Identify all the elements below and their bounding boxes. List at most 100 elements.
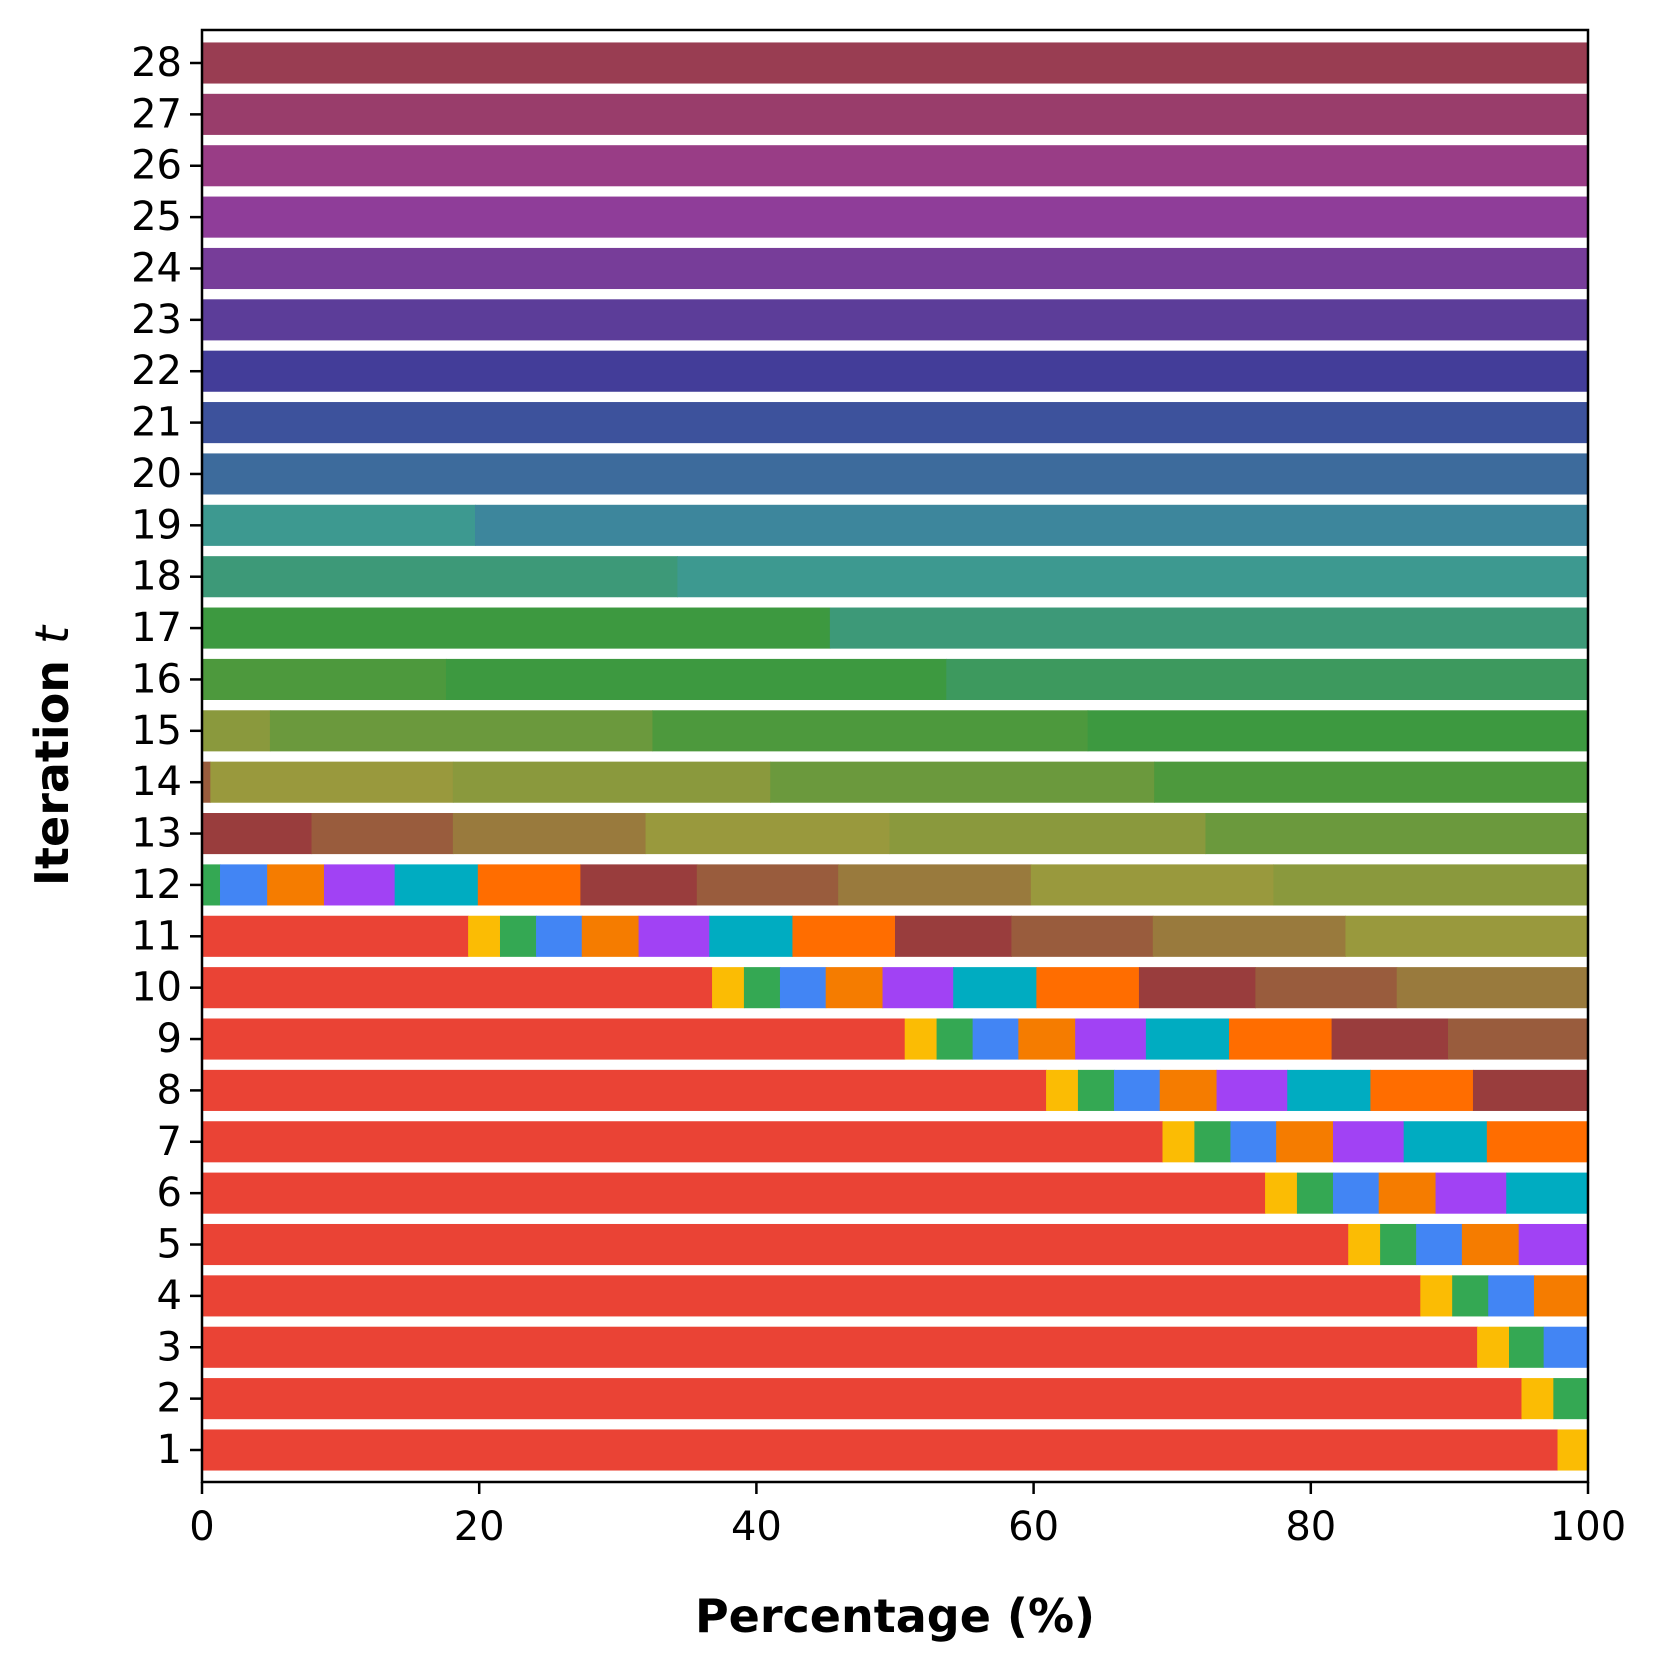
bar-segment-4-4	[1488, 1275, 1535, 1317]
bar-segment-12-4	[323, 864, 396, 906]
bar-segment-13-4	[645, 813, 891, 855]
bar-segment-11-3	[499, 915, 537, 957]
y-axis-title: Iteration t	[25, 624, 79, 886]
bar-segment-4-3	[1452, 1275, 1489, 1317]
bars-group	[202, 42, 1589, 1471]
x-axis: 0 20 40 60 80 100	[189, 1482, 1626, 1550]
y-tick-label-13: 13	[131, 811, 182, 857]
y-tick-label-1: 1	[157, 1427, 182, 1473]
x-tick-label-100: 100	[1550, 1504, 1626, 1550]
bar-segment-20-1	[202, 453, 1589, 495]
bar-segment-9-6	[1075, 1018, 1147, 1060]
y-tick-label-5: 5	[157, 1222, 182, 1268]
bar-segment-10-1	[202, 967, 713, 1009]
bar-segment-12-7	[580, 864, 698, 906]
bar-segment-7-8	[1486, 1121, 1589, 1163]
bar-segment-11-5	[581, 915, 640, 957]
y-tick-label-23: 23	[131, 297, 182, 343]
x-tick-label-0: 0	[189, 1504, 214, 1550]
bar-segment-21-1	[202, 402, 1589, 444]
bar-segment-12-10	[1030, 864, 1274, 906]
bar-segment-5-2	[1348, 1223, 1381, 1266]
bar-segment-16-3	[946, 658, 1589, 700]
bar-segment-11-12	[1345, 915, 1589, 957]
bar-segment-11-11	[1152, 915, 1347, 957]
y-tick-label-2: 2	[157, 1376, 182, 1422]
y-tick-label-7: 7	[157, 1119, 182, 1165]
bar-segment-12-8	[696, 864, 839, 906]
bar-segment-26-1	[202, 145, 1589, 187]
y-tick-label-27: 27	[131, 91, 182, 137]
y-axis-title-text: Iteration	[25, 660, 79, 886]
bar-segment-10-6	[882, 967, 954, 1009]
bar-segment-25-1	[202, 196, 1589, 238]
bar-segment-9-9	[1331, 1018, 1449, 1060]
bar-segment-17-2	[829, 607, 1589, 649]
bar-segment-18-1	[202, 556, 678, 598]
bar-segment-8-1	[202, 1069, 1047, 1111]
bar-segment-5-4	[1416, 1223, 1463, 1266]
plot-frame	[200, 28, 1590, 1484]
bar-segment-9-2	[904, 1018, 938, 1060]
bar-segment-14-3	[452, 761, 771, 803]
bar-segment-6-4	[1332, 1172, 1380, 1214]
bar-segment-24-1	[202, 247, 1589, 290]
bar-segment-13-2	[311, 813, 454, 855]
y-tick-label-19: 19	[131, 502, 182, 548]
bar-segment-11-1	[202, 915, 469, 957]
bar-segment-12-5	[394, 864, 479, 906]
bar-segment-8-6	[1216, 1069, 1288, 1111]
bar-segment-15-2	[269, 710, 654, 752]
bar-segment-5-6	[1518, 1223, 1589, 1266]
y-tick-label-20: 20	[131, 451, 182, 497]
y-tick-label-3: 3	[157, 1324, 182, 1370]
bar-segment-10-8	[1036, 967, 1140, 1009]
bar-segment-10-5	[825, 967, 884, 1009]
y-tick-label-17: 17	[131, 605, 182, 651]
bar-segment-27-1	[202, 93, 1589, 135]
bar-segment-7-6	[1332, 1121, 1405, 1163]
bar-segment-6-3	[1296, 1172, 1334, 1214]
bar-segment-8-5	[1159, 1069, 1218, 1111]
bar-segment-10-3	[743, 967, 781, 1009]
bar-segment-13-1	[202, 813, 313, 855]
bar-segment-3-2	[1477, 1326, 1510, 1368]
bar-segment-11-4	[536, 915, 583, 957]
bar-segment-10-7	[953, 967, 1037, 1009]
bar-segment-8-8	[1370, 1069, 1474, 1111]
bar-segment-4-1	[202, 1275, 1421, 1317]
bar-segment-12-2	[220, 864, 268, 906]
y-tick-label-28: 28	[131, 40, 182, 86]
bar-segment-6-7	[1506, 1172, 1589, 1214]
bar-segment-12-1	[202, 864, 221, 906]
x-tick-label-80: 80	[1285, 1504, 1336, 1550]
y-axis-title-variable: t	[25, 624, 79, 644]
bar-segment-9-1	[202, 1018, 906, 1060]
bar-segment-17-1	[202, 607, 831, 649]
bar-segment-6-2	[1265, 1172, 1298, 1214]
y-tick-label-22: 22	[131, 348, 182, 394]
bar-segment-3-3	[1509, 1326, 1545, 1368]
bar-segment-13-5	[889, 813, 1207, 855]
bar-segment-23-1	[202, 299, 1589, 341]
bar-segment-15-4	[1087, 710, 1589, 752]
bar-segment-7-3	[1194, 1121, 1232, 1163]
bar-segment-9-3	[936, 1018, 974, 1060]
y-tick-label-4: 4	[157, 1273, 182, 1319]
bar-segment-9-10	[1448, 1018, 1589, 1060]
bar-segment-10-4	[779, 967, 827, 1009]
bar-segment-7-2	[1162, 1121, 1195, 1163]
bar-segment-15-1	[202, 710, 271, 752]
bar-segment-8-2	[1046, 1069, 1079, 1111]
bar-segment-14-1	[202, 761, 211, 803]
y-tick-label-11: 11	[131, 913, 182, 959]
bar-segment-5-5	[1461, 1223, 1520, 1266]
bar-segment-12-11	[1273, 864, 1589, 906]
bar-segment-14-4	[770, 761, 1155, 803]
bar-segment-12-9	[838, 864, 1032, 906]
bar-segment-8-4	[1113, 1069, 1161, 1111]
y-tick-label-24: 24	[131, 245, 182, 291]
bar-segment-5-3	[1380, 1223, 1417, 1266]
bar-segment-2-1	[202, 1378, 1523, 1420]
